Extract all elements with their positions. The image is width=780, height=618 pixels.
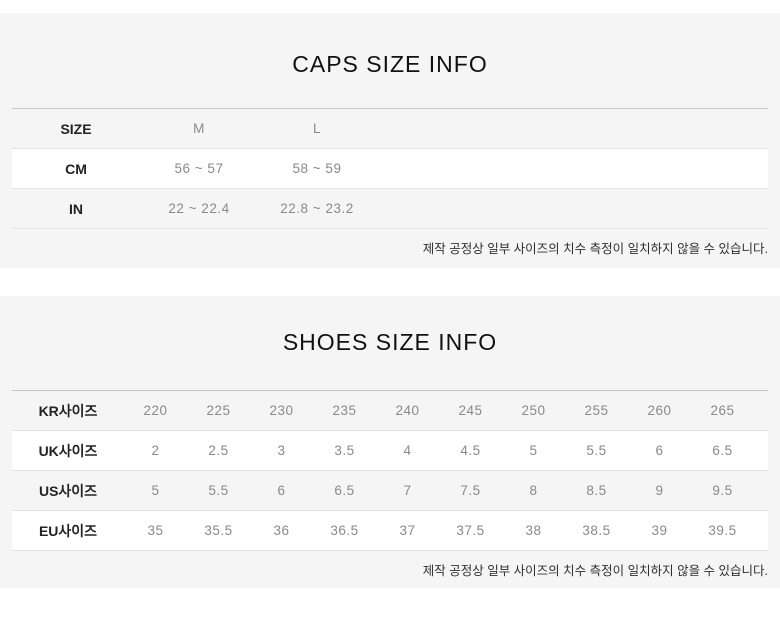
shoes-section-title: SHOES SIZE INFO: [282, 329, 498, 355]
caps-table-row-size: SIZE M L: [12, 109, 768, 149]
caps-size-m: M: [193, 121, 205, 136]
shoes-kr-value: 225: [206, 403, 231, 418]
shoes-row-filler: [754, 511, 768, 551]
shoes-uk-value: 5.5: [586, 443, 607, 458]
shoes-kr-value: 250: [521, 403, 546, 418]
shoes-row-label-us: US사이즈: [38, 482, 98, 499]
shoes-disclaimer-text: 제작 공정상 일부 사이즈의 치수 측정이 일치하지 않을 수 있습니다.: [422, 564, 768, 578]
shoes-us-value: 6.5: [334, 483, 355, 498]
shoes-eu-value: 37: [399, 523, 416, 538]
caps-size-l: L: [312, 121, 321, 136]
shoes-uk-value: 4: [403, 443, 412, 458]
shoes-row-filler: [754, 391, 768, 431]
caps-in-m: 22 ~ 22.4: [168, 201, 230, 216]
shoes-kr-value: 240: [395, 403, 420, 418]
shoes-kr-value: 235: [332, 403, 357, 418]
caps-row-label-in: IN: [69, 200, 83, 217]
shoes-uk-value: 6.5: [712, 443, 733, 458]
shoes-row-filler: [754, 471, 768, 511]
shoes-eu-value: 39: [651, 523, 668, 538]
shoes-table-row-us: US사이즈 5 5.5 6 6.5 7 7.5 8 8.5 9 9.5: [12, 471, 768, 511]
shoes-kr-value: 220: [143, 403, 168, 418]
shoes-row-label-uk: UK사이즈: [38, 442, 98, 459]
shoes-uk-value: 6: [655, 443, 664, 458]
shoes-uk-value: 2.5: [208, 443, 229, 458]
shoes-row-label-kr: KR사이즈: [38, 402, 98, 419]
caps-size-table: SIZE M L CM 56 ~ 57 58 ~ 59 IN 22 ~ 22.4…: [12, 108, 768, 229]
shoes-kr-value: 255: [584, 403, 609, 418]
caps-cm-l: 58 ~ 59: [292, 161, 342, 176]
shoes-uk-value: 5: [529, 443, 538, 458]
shoes-table-row-kr: KR사이즈 220 225 230 235 240 245 250 255 26…: [12, 391, 768, 431]
shoes-eu-value: 38.5: [582, 523, 611, 538]
caps-row-label-size: SIZE: [60, 120, 92, 137]
shoes-us-value: 6: [277, 483, 286, 498]
caps-disclaimer-text: 제작 공정상 일부 사이즈의 치수 측정이 일치하지 않을 수 있습니다.: [422, 242, 768, 256]
caps-table-row-in: IN 22 ~ 22.4 22.8 ~ 23.2: [12, 189, 768, 229]
shoes-us-value: 5.5: [208, 483, 229, 498]
shoes-us-value: 9.5: [712, 483, 733, 498]
shoes-eu-value: 37.5: [456, 523, 485, 538]
caps-section-title: CAPS SIZE INFO: [292, 51, 488, 77]
shoes-size-section: SHOES SIZE INFO KR사이즈 220 225 230 235 24…: [0, 296, 780, 588]
caps-row-filler: [376, 189, 768, 229]
shoes-us-value: 9: [655, 483, 664, 498]
shoes-us-value: 5: [151, 483, 160, 498]
shoes-table-row-eu: EU사이즈 35 35.5 36 36.5 37 37.5 38 38.5 39…: [12, 510, 768, 551]
caps-size-section: CAPS SIZE INFO SIZE M L CM 56 ~ 57 58 ~ …: [0, 13, 780, 268]
caps-table-row-cm: CM 56 ~ 57 58 ~ 59: [12, 148, 768, 189]
shoes-table-row-uk: UK사이즈 2 2.5 3 3.5 4 4.5 5 5.5 6 6.5: [12, 430, 768, 471]
shoes-eu-value: 38: [525, 523, 542, 538]
shoes-uk-value: 4.5: [460, 443, 481, 458]
shoes-eu-value: 36.5: [330, 523, 359, 538]
shoes-us-value: 8.5: [586, 483, 607, 498]
caps-row-filler: [376, 149, 768, 189]
shoes-us-value: 7.5: [460, 483, 481, 498]
shoes-kr-value: 230: [269, 403, 294, 418]
shoes-uk-value: 3: [277, 443, 286, 458]
caps-row-filler: [376, 109, 768, 149]
shoes-uk-value: 2: [151, 443, 160, 458]
shoes-kr-value: 265: [710, 403, 735, 418]
caps-cm-m: 56 ~ 57: [174, 161, 224, 176]
caps-in-l: 22.8 ~ 23.2: [280, 201, 354, 216]
shoes-kr-value: 245: [458, 403, 483, 418]
shoes-eu-value: 36: [273, 523, 290, 538]
shoes-row-label-eu: EU사이즈: [38, 522, 98, 539]
shoes-eu-value: 39.5: [708, 523, 737, 538]
shoes-size-table: KR사이즈 220 225 230 235 240 245 250 255 26…: [12, 390, 768, 551]
shoes-uk-value: 3.5: [334, 443, 355, 458]
shoes-us-value: 7: [403, 483, 412, 498]
caps-row-label-cm: CM: [65, 160, 87, 177]
shoes-row-filler: [754, 431, 768, 471]
shoes-eu-value: 35: [147, 523, 164, 538]
shoes-kr-value: 260: [647, 403, 672, 418]
shoes-eu-value: 35.5: [204, 523, 233, 538]
shoes-us-value: 8: [529, 483, 538, 498]
